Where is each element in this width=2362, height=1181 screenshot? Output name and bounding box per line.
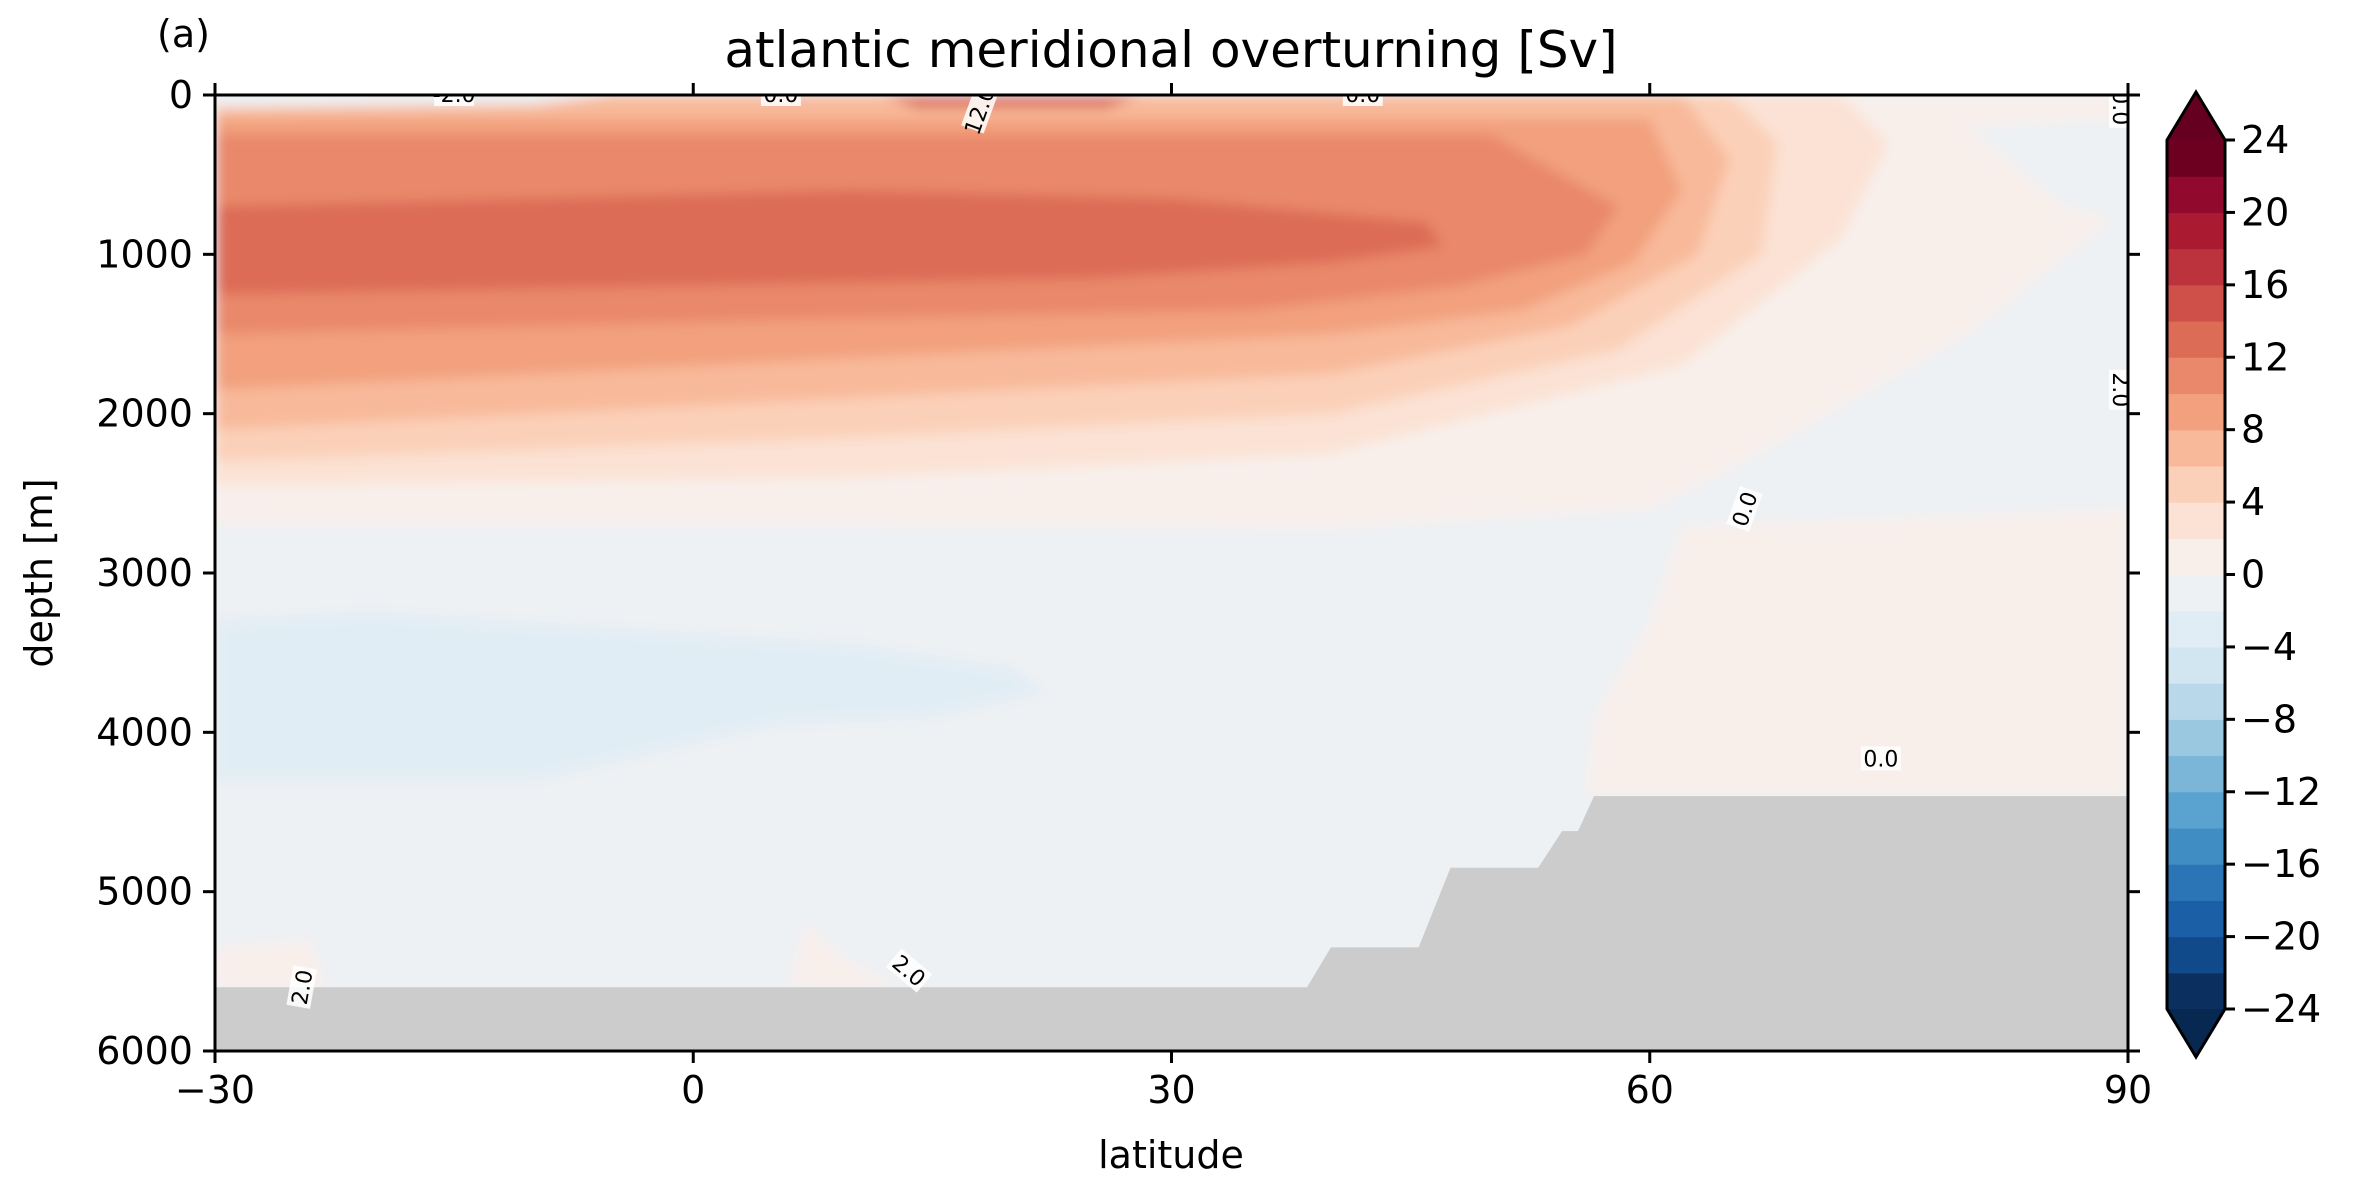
field-ne-positive [1586,509,2128,797]
colorbar-tick-label: −24 [2241,987,2321,1031]
colorbar-swatch [2167,828,2225,865]
x-axis-label: latitude [1098,1133,1244,1177]
bathymetry-mask [215,796,2128,1051]
svg-text:-2.0: -2.0 [433,83,476,108]
y-axis: 0 1000 2000 3000 4000 5000 6000 [96,73,2140,1073]
contour-label: -2.0 [433,83,476,108]
overturning-field [215,95,2128,1051]
colorbar-swatch [2167,429,2225,467]
x-tick-label: 90 [2104,1068,2152,1112]
colorbar: −24 −20 −16 −12 −8 −4 0 4 8 12 16 20 24 [2165,89,2321,1060]
colorbar-swatch [2167,936,2225,974]
colorbar-tick-label: 4 [2241,480,2265,524]
contour-label: 0.0 [1342,83,1383,108]
field-northern-neg [1968,118,2128,223]
colorbar-tick-label: −20 [2241,915,2321,959]
colorbar-swatch [2167,574,2225,612]
colorbar-swatch [2167,683,2225,720]
contour-label: 0.0 [1860,746,1901,772]
colorbar-tick-label: −8 [2241,697,2297,741]
y-tick-label: 0 [169,73,193,117]
svg-text:0.0: 0.0 [763,83,798,108]
colorbar-swatch [2167,140,2225,177]
colorbar-tick-label: 16 [2241,263,2289,307]
colorbar-swatch [2167,719,2225,757]
colorbar-tick-label: −16 [2241,842,2321,886]
y-tick-label: 6000 [96,1029,193,1073]
plot-area: -2.0 0.0 12.0 0.0 0.02.00.00.02.0 2.0 [215,83,2132,1051]
colorbar-swatch [2167,864,2225,901]
svg-text:0.0: 0.0 [1345,83,1380,108]
x-axis: −30 0 30 60 90 [175,83,2152,1112]
colorbar-swatch [2167,212,2225,250]
colorbar-tick-label: 12 [2241,335,2289,379]
contour-label: 0.0 [760,83,801,108]
colorbar-swatch [2167,791,2225,829]
colorbar-swatch [2167,465,2225,503]
x-tick-label: 30 [1147,1068,1195,1112]
panel-label: (a) [157,12,210,56]
svg-text:0.0: 0.0 [1863,747,1898,772]
colorbar-swatch [2167,248,2225,286]
field-contour-pos-7 [215,190,1443,295]
colorbar-swatch [2167,610,2225,648]
field-surface-max [884,95,1140,108]
colorbar-swatch [2167,176,2225,213]
colorbar-swatch [2167,357,2225,395]
y-axis-label: depth [m] [17,478,61,667]
y-tick-label: 2000 [96,392,193,436]
y-tick-label: 3000 [96,551,193,595]
svg-text:0.0: 0.0 [2107,90,2132,125]
y-tick-label: 4000 [96,710,193,754]
x-tick-label: 0 [681,1068,705,1112]
colorbar-swatch [2167,900,2225,938]
colorbar-tick-label: 24 [2241,118,2289,162]
colorbar-swatch [2167,646,2225,684]
colorbar-swatch [2167,755,2225,793]
field-bottom-positive-2 [788,923,901,988]
field-contour-neg-2 [215,612,1044,781]
colorbar-tick-label: −12 [2241,770,2321,814]
colorbar-tick-label: −4 [2241,625,2297,669]
colorbar-swatch [2167,321,2225,358]
x-tick-label: −30 [175,1068,255,1112]
colorbar-tick-label: 0 [2241,553,2265,597]
field-surface-neg [215,95,614,108]
colorbar-extend-over [2167,92,2225,140]
y-tick-label: 1000 [96,232,193,276]
bathymetry-polygon [215,796,2128,1051]
colorbar-swatch [2167,393,2225,431]
contour-label: 2.0 [286,965,319,1009]
colorbar-tick-label: 20 [2241,190,2289,234]
colorbar-swatch [2167,972,2225,1010]
colorbar-swatch [2167,538,2225,576]
svg-text:2.0: 2.0 [2107,372,2132,407]
chart-title: atlantic meridional overturning [Sv] [724,21,1617,79]
colorbar-tick-label: 8 [2241,408,2265,452]
colorbar-extend-under [2167,1009,2225,1057]
y-tick-label: 5000 [96,870,193,914]
x-tick-label: 60 [1626,1068,1674,1112]
colorbar-swatch [2167,284,2225,322]
svg-text:2.0: 2.0 [288,968,319,1007]
colorbar-swatch [2167,502,2225,539]
